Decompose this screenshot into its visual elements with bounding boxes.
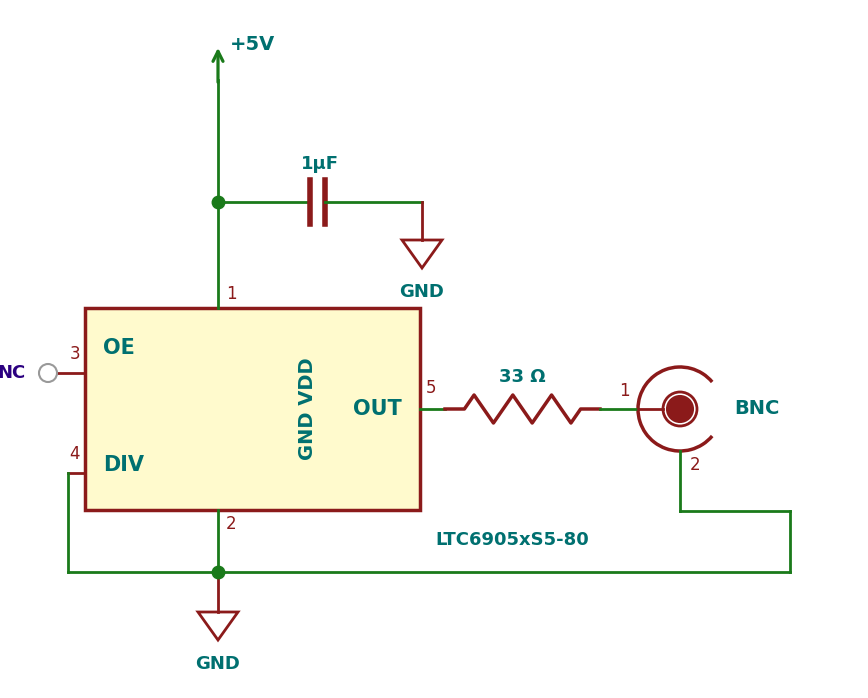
Text: DIV: DIV — [103, 455, 144, 475]
Text: GND: GND — [399, 283, 444, 301]
Text: +5V: +5V — [230, 36, 275, 54]
Text: 4: 4 — [69, 445, 80, 463]
Circle shape — [663, 392, 697, 426]
Text: LTC6905xS5-80: LTC6905xS5-80 — [435, 531, 589, 549]
Text: 1: 1 — [226, 285, 237, 303]
Circle shape — [667, 396, 693, 422]
Text: 2: 2 — [226, 515, 237, 533]
Text: 33 Ω: 33 Ω — [499, 368, 546, 386]
Text: 5: 5 — [426, 379, 437, 397]
Text: GND: GND — [195, 655, 240, 673]
Text: 1μF: 1μF — [301, 155, 339, 173]
Text: 3: 3 — [69, 345, 80, 363]
Text: OUT: OUT — [353, 399, 402, 419]
Text: GND VDD: GND VDD — [298, 357, 317, 460]
Text: OE: OE — [103, 338, 135, 358]
Circle shape — [39, 364, 57, 382]
Text: 1: 1 — [620, 382, 630, 400]
Text: NC: NC — [0, 364, 26, 382]
Text: BNC: BNC — [734, 399, 779, 419]
Bar — [85, 308, 420, 510]
Text: 2: 2 — [690, 456, 700, 474]
